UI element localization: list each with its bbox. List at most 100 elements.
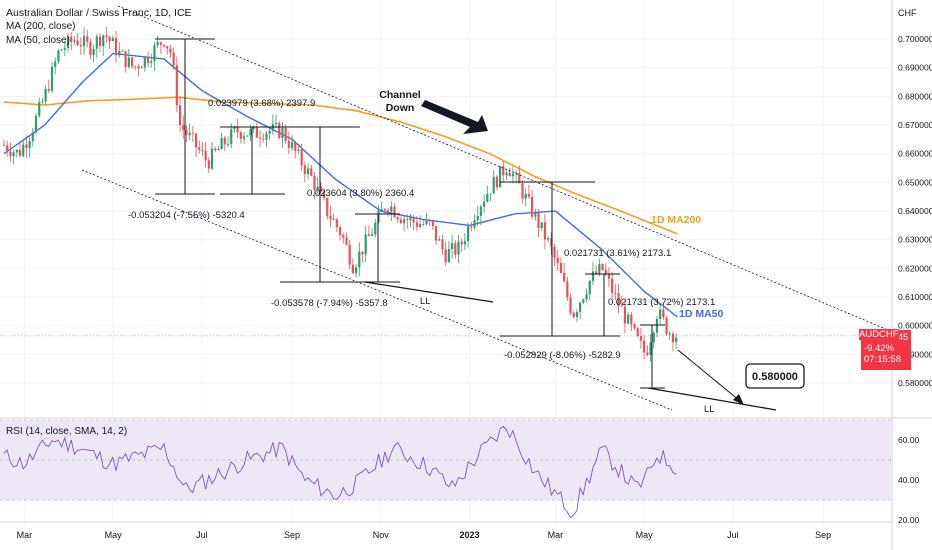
candle-body (50, 66, 54, 91)
candle-body (198, 147, 201, 150)
time-axis: Mar May Jul Sep Nov 2023 Mar May Jul Sep (17, 530, 831, 540)
rsi-legend[interactable]: RSI (14, close, SMA, 14, 2) (6, 426, 128, 437)
ll-support-line-1 (364, 281, 494, 303)
candle-body (255, 126, 258, 138)
candle-body (34, 115, 38, 133)
price-tick-label: 0.670000 (898, 120, 932, 130)
candle-body (159, 42, 162, 45)
candle-body (511, 173, 515, 177)
candle-body (95, 36, 98, 49)
chart-title[interactable]: Australian Dollar / Swiss Franc, 1D, ICE (6, 7, 192, 19)
candle-body (172, 52, 175, 66)
candle-body (499, 166, 502, 188)
measure-3-label: 0.023604 (3.80%) 2360.4 (307, 188, 414, 199)
candle-body (287, 140, 290, 148)
price-tick-label: 0.650000 (898, 177, 932, 187)
candle-body (527, 193, 531, 197)
candle-body (374, 222, 377, 235)
candle-body (89, 41, 92, 56)
price-tick-label: 0.680000 (898, 91, 932, 101)
candle-body (479, 206, 483, 216)
candle-body (332, 219, 335, 220)
candle-body (194, 133, 198, 148)
candle-body (201, 149, 204, 151)
ma200-legend[interactable]: MA (200, close) (6, 21, 76, 32)
candle-body (281, 127, 284, 138)
candle-body (489, 193, 492, 195)
candle-body (326, 198, 329, 216)
candle-body (57, 50, 60, 62)
time-tick-label: Sep (815, 530, 831, 540)
candle-body (531, 196, 534, 217)
candle-body (108, 36, 111, 42)
time-tick-label: Mar (17, 530, 33, 540)
price-tick-label: 0.610000 (898, 292, 932, 302)
price-tick-label: 0.700000 (898, 34, 932, 44)
candle-body (134, 66, 137, 68)
candle-body (41, 101, 44, 103)
candle-body (140, 67, 143, 69)
candle-body (54, 61, 57, 67)
candle-body (367, 234, 370, 236)
candle-body (361, 251, 364, 255)
target-label: 0.580000 (752, 371, 798, 383)
candle-body (595, 271, 598, 275)
candle-body (515, 172, 518, 174)
candle-body (156, 42, 159, 46)
candle-body (226, 143, 230, 145)
candle-body (335, 219, 338, 228)
candle-body (47, 88, 50, 91)
measure-4-label: -0.053578 (-7.94%) -5357.8 (271, 298, 388, 309)
candle-body (655, 319, 659, 333)
candle-body (137, 66, 140, 69)
channel-label-line2: Down (386, 102, 415, 114)
candle-body (649, 342, 652, 355)
candle-body (422, 224, 425, 225)
candle-body (476, 215, 479, 221)
channel-label-line1: Channel (379, 89, 421, 101)
candle-body (556, 257, 559, 264)
measure-1-label: 0.023979 (3.68%) 2397.9 (208, 98, 315, 109)
candle-body (406, 219, 409, 221)
candle-body (38, 102, 41, 116)
candle-body (607, 274, 611, 279)
candle-body (473, 220, 476, 228)
candle-body (383, 209, 386, 211)
candle-body (409, 217, 412, 220)
candle-body (633, 324, 636, 329)
candle-body (73, 40, 76, 43)
candle-body (130, 57, 134, 67)
candle-body (111, 38, 114, 42)
candle-body (364, 234, 367, 255)
candle-body (358, 251, 361, 268)
candle-body (604, 269, 607, 275)
candle-body (553, 246, 556, 258)
bar-countdown: 07:15:58 (864, 353, 901, 365)
candle-body (418, 224, 422, 227)
candle-body (188, 132, 191, 135)
candle-body (508, 172, 511, 177)
candle-body (415, 222, 418, 227)
candle-body (354, 267, 358, 274)
candle-body (2, 145, 6, 146)
price-tick-label: 0.630000 (898, 235, 932, 245)
candle-body (351, 264, 354, 274)
candle-body (402, 219, 406, 224)
ma200-line (3, 96, 678, 235)
candle-body (444, 249, 447, 263)
candle-body (380, 209, 383, 211)
candle-body (620, 305, 623, 307)
channel-upper-line (117, 5, 889, 331)
candle-body (121, 50, 124, 52)
candle-body (572, 312, 575, 317)
price-tick-label: 0.590000 (898, 349, 932, 359)
measure-6-label: 0.021731 (3.72%) 2173.1 (608, 297, 715, 308)
candle-body (230, 129, 233, 144)
ma50-legend[interactable]: MA (50, close) (6, 35, 70, 46)
rsi-line (3, 425, 677, 519)
candle-body (646, 352, 649, 355)
candle-body (146, 56, 150, 63)
candle-body (66, 36, 70, 49)
candle-body (466, 226, 470, 242)
